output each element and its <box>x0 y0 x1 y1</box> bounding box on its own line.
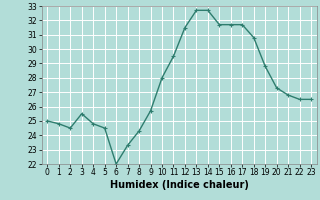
X-axis label: Humidex (Indice chaleur): Humidex (Indice chaleur) <box>110 180 249 190</box>
